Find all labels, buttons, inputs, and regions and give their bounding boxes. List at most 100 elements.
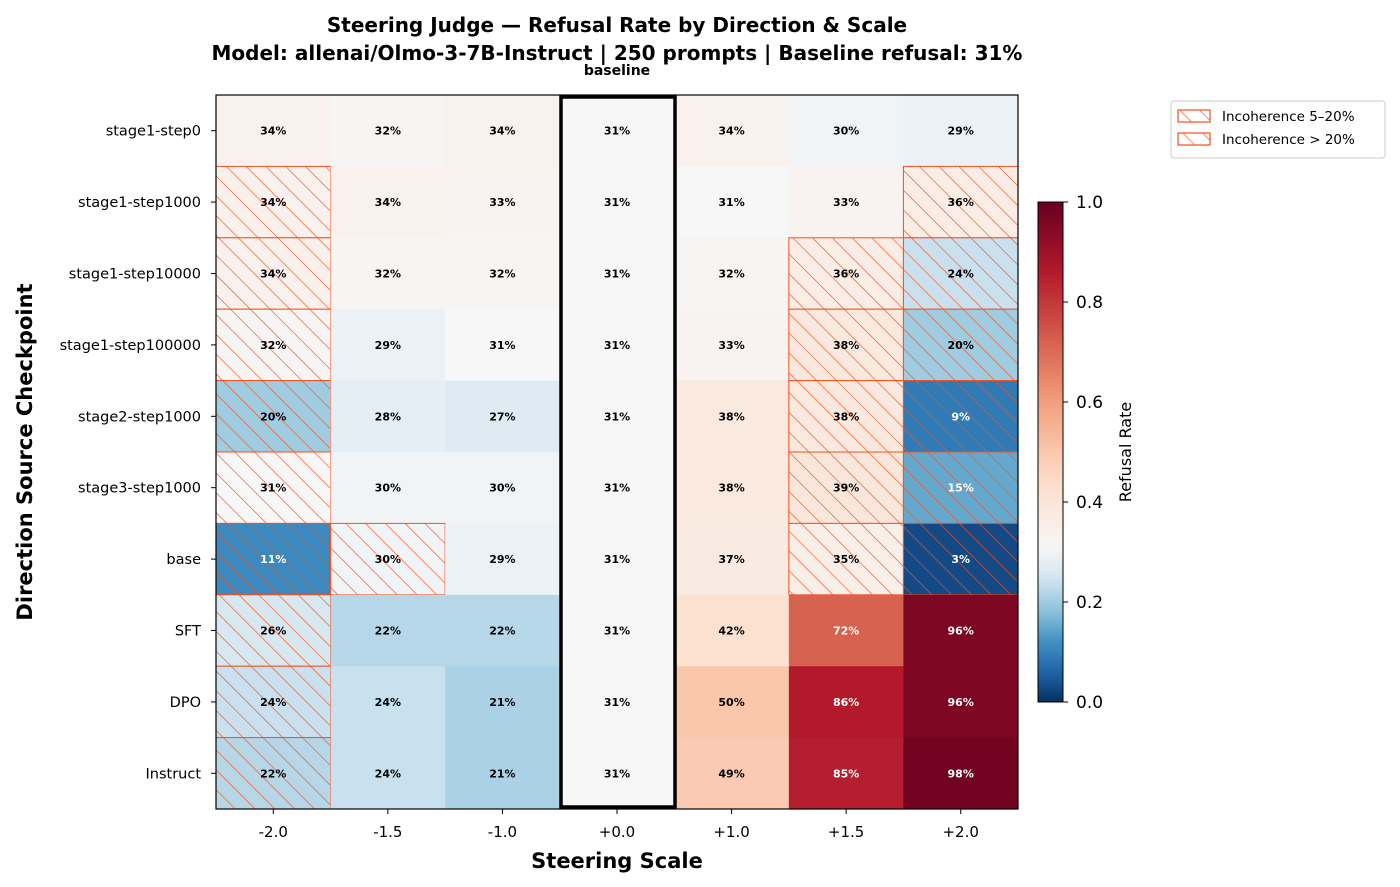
cell-value-label: 3% [951, 553, 970, 566]
colorbar-tick-label: 0.4 [1076, 493, 1103, 513]
cell-value-label: 28% [375, 410, 401, 423]
cell-value-label: 24% [948, 268, 974, 281]
cell-value-label: 22% [489, 625, 515, 638]
cell-value-label: 34% [260, 196, 286, 209]
cell-value-label: 31% [604, 767, 630, 780]
heatmap-cell [559, 523, 675, 596]
incoherence-hatch [330, 522, 446, 596]
legend-hatch-swatch [1177, 132, 1211, 146]
cell-value-label: 31% [604, 482, 630, 495]
heatmap-cell [903, 594, 1019, 667]
heatmap-cell [330, 594, 446, 667]
cell-value-label: 35% [833, 553, 859, 566]
cell-value-label: 98% [948, 767, 974, 780]
cell-value-label: 20% [260, 410, 286, 423]
x-tick-label: +1.5 [828, 823, 864, 841]
cell-value-label: 36% [833, 268, 859, 281]
incoherence-hatch [215, 380, 332, 453]
cell-value-label: 31% [604, 268, 630, 281]
cell-value-label: 9% [951, 410, 970, 423]
heatmap-cell [674, 95, 790, 167]
cell-value-label: 72% [833, 625, 859, 638]
colorbar-tick-label: 1.0 [1076, 193, 1103, 213]
y-tick-label: stage1-step10000 [69, 267, 201, 283]
y-tick-label: stage1-step1000 [78, 195, 201, 211]
heatmap-cell [445, 95, 561, 167]
heatmap-cell [788, 166, 904, 239]
heatmap-cell [445, 666, 561, 739]
colorbar: 0.0 0.2 0.4 0.6 0.8 1.0 Refusal Rate [1037, 193, 1135, 713]
x-tick-label: +1.0 [713, 823, 749, 841]
heatmap-cell [559, 309, 675, 382]
cell-value-label: 31% [604, 553, 630, 566]
cell-value-label: 32% [375, 268, 401, 281]
incoherence-hatch [215, 165, 332, 239]
incoherence-hatch [215, 665, 332, 739]
x-tick-label: -2.0 [259, 823, 288, 841]
cell-value-label: 30% [375, 482, 401, 495]
legend-entry-label: Incoherence > 20% [1222, 132, 1355, 148]
x-tick-label: -1.0 [488, 823, 517, 841]
cell-value-label: 85% [833, 767, 859, 780]
cell-value-label: 31% [260, 482, 286, 495]
heatmap-cell [216, 95, 332, 167]
heatmap-cell [445, 309, 561, 382]
colorbar-ticks: 0.0 0.2 0.4 0.6 0.8 1.0 [1063, 193, 1103, 713]
cell-value-label: 29% [948, 125, 974, 138]
incoherence-hatch [902, 522, 1019, 596]
heatmap-cell [445, 166, 561, 239]
cell-value-label: 31% [604, 625, 630, 638]
heatmap-cell [445, 380, 561, 453]
cell-value-label: 34% [260, 268, 286, 281]
cell-value-label: 26% [260, 625, 286, 638]
heatmap-cell [559, 666, 675, 739]
cell-value-label: 11% [260, 553, 286, 566]
heatmap-cell [330, 309, 446, 382]
legend-box [1170, 100, 1386, 159]
incoherence-hatch [215, 451, 332, 524]
heatmap-cell [674, 380, 790, 453]
cell-value-label: 38% [718, 410, 744, 423]
heatmap-cell [559, 594, 675, 667]
cell-value-label: 32% [260, 339, 286, 352]
cell-value-label: 24% [375, 696, 401, 709]
heatmap-cell [330, 237, 446, 310]
cell-value-label: 24% [375, 767, 401, 780]
x-tick-label: +2.0 [942, 823, 978, 841]
baseline-label: baseline [584, 63, 650, 79]
colorbar-tick-label: 0.6 [1076, 393, 1103, 413]
cell-value-label: 34% [260, 125, 286, 138]
y-tick-label: stage3-step1000 [78, 481, 201, 497]
x-tick-label: -1.5 [373, 823, 402, 841]
cell-value-label: 30% [833, 125, 859, 138]
cell-value-label: 39% [833, 482, 859, 495]
cell-value-label: 31% [604, 696, 630, 709]
colorbar-tick-label: 0.2 [1076, 593, 1103, 613]
cell-value-label: 33% [833, 196, 859, 209]
heatmap-cell [674, 737, 790, 810]
y-axis-ticks: stage1-step0 stage1-step1000 stage1-step10… [60, 124, 216, 782]
cell-value-label: 34% [718, 125, 744, 138]
cell-value-label: 20% [948, 339, 974, 352]
heatmap-cell [330, 166, 446, 239]
heatmap-cell [788, 95, 904, 167]
cell-value-label: 31% [604, 410, 630, 423]
cell-value-label: 49% [718, 767, 744, 780]
cell-value-label: 27% [489, 410, 515, 423]
heatmap-cell [559, 95, 675, 167]
legend-hatch-swatch [1177, 109, 1211, 123]
heatmap-cell [559, 237, 675, 310]
y-tick-label: stage2-step1000 [78, 409, 201, 425]
cell-value-label: 30% [489, 482, 515, 495]
cell-value-label: 86% [833, 696, 859, 709]
x-axis-label: Steering Scale [531, 849, 703, 873]
incoherence-hatch [215, 737, 332, 810]
heatmap-cell [559, 380, 675, 453]
cell-value-label: 36% [948, 196, 974, 209]
y-tick-label: DPO [170, 695, 201, 711]
colorbar-tick-label: 0.0 [1076, 693, 1103, 713]
heatmap-cell-labels: 34% 32% 34% 31% 34% 30% 29% 34% 34% 33% 31% 31% 33% 3… [260, 125, 974, 781]
baseline-column-highlight [559, 95, 677, 809]
cell-value-label: 32% [375, 125, 401, 138]
cell-value-label: 31% [604, 339, 630, 352]
